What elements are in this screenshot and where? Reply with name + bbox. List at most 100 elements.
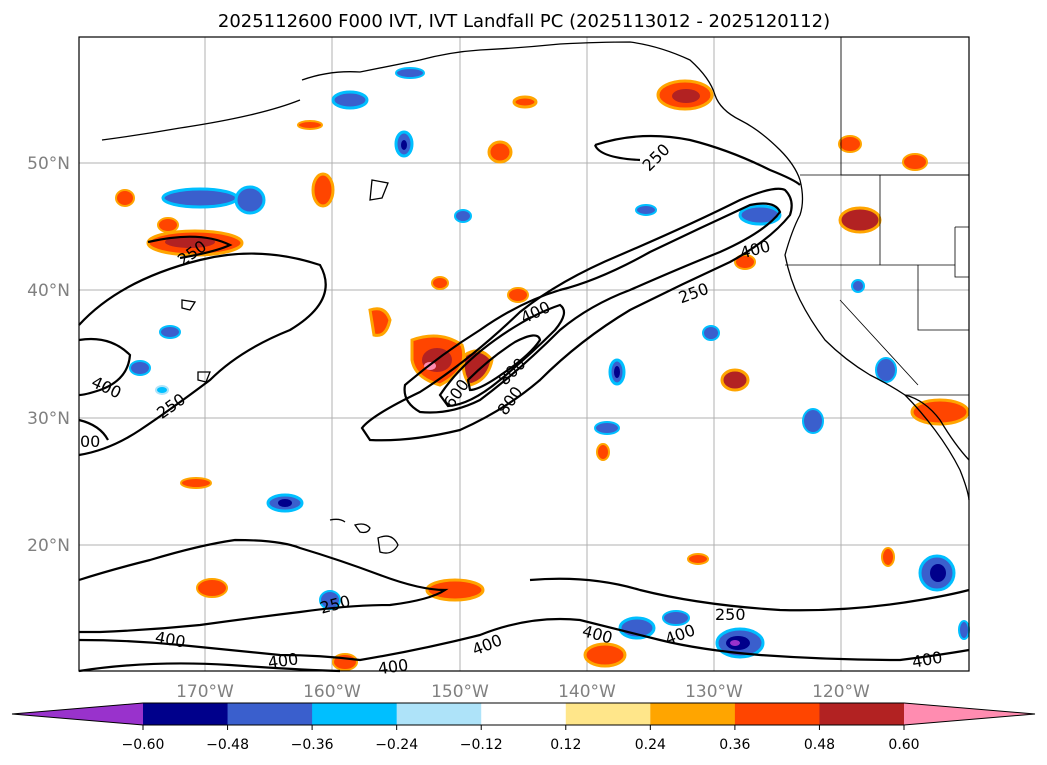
pc-blob-negative-core <box>930 564 946 582</box>
coastline-hawaii <box>353 523 371 534</box>
colorbar-tick-label: 0.60 <box>888 737 919 753</box>
colorbar-segment <box>565 703 651 725</box>
ivt-contour-400 <box>403 202 782 414</box>
colorbar-tick-label: 0.48 <box>804 737 835 753</box>
pc-blob-negative <box>851 279 865 293</box>
ivt-contour-400 <box>78 418 109 441</box>
island <box>369 179 389 201</box>
pc-shading <box>115 67 970 671</box>
colorbar-tick-label: 0.24 <box>635 737 666 753</box>
pc-blob-negative-core <box>401 140 407 150</box>
coastline-hawaii <box>377 535 399 554</box>
lat-label: 50°N <box>27 154 70 174</box>
border-wy <box>954 226 969 278</box>
colorbar-tick-label: −0.24 <box>375 737 418 753</box>
colorbar-segment <box>650 703 736 725</box>
pc-blob-negative <box>161 187 239 209</box>
ivt-contour-250 <box>594 134 801 186</box>
coastlines <box>101 41 970 554</box>
pc-blob-positive <box>881 547 895 567</box>
colorbar-ticks: −0.60 −0.48 −0.36 −0.24 −0.12 0.12 0.24 0.36 0.4… <box>122 725 920 753</box>
pc-blob-positive-core <box>165 236 215 248</box>
pc-blob-positive <box>734 254 756 270</box>
colorbar-tick-label: −0.36 <box>291 737 334 753</box>
border-nv-az <box>917 265 969 331</box>
ivt-contour-400 <box>78 337 132 397</box>
colorbar-segments <box>143 703 905 725</box>
pc-blob-positive <box>720 368 750 392</box>
ivt-contour-250 <box>360 187 793 442</box>
colorbar-segment <box>481 703 567 725</box>
pc-blob-negative-core <box>278 499 292 507</box>
pc-blob-negative <box>594 421 620 435</box>
pc-blob-positive <box>838 206 882 234</box>
colorbar-tick-label: −0.48 <box>206 737 249 753</box>
colorbar-segment <box>734 703 820 725</box>
pc-blob-positive <box>687 553 709 565</box>
pc-blob-negative <box>875 357 897 383</box>
contour-label: 400 <box>267 649 300 672</box>
lat-label: 30°N <box>27 409 70 429</box>
colorbar-tick-label: 0.36 <box>719 737 750 753</box>
contour-label: 400 <box>377 655 410 678</box>
graticule <box>79 37 969 671</box>
coastline-hawaii <box>329 518 346 523</box>
pc-blob-positive <box>368 307 392 337</box>
pc-blob-positive <box>196 578 228 598</box>
pc-blob-positive <box>157 217 179 233</box>
colorbar-segment <box>819 703 905 725</box>
colorbar-tick-label: −0.12 <box>460 737 503 753</box>
figure-title: 2025112600 F000 IVT, IVT Landfall PC (20… <box>218 11 830 32</box>
pc-blob-positive <box>512 95 538 109</box>
ivt-contour-250 <box>78 538 449 634</box>
pc-blob-positive <box>431 276 449 290</box>
pc-blob-negative <box>702 325 720 341</box>
pc-blob-positive <box>425 578 485 602</box>
pc-blob-negative-peak <box>730 640 740 646</box>
ivt-contour-600 <box>438 303 566 408</box>
colorbar-segment <box>143 703 229 725</box>
colorbar-tick-label: 0.12 <box>550 737 581 753</box>
ivt-contour-250 <box>147 235 233 260</box>
pc-blob-positive <box>115 189 135 207</box>
colorbar-extend-left <box>12 703 143 725</box>
pc-blob-negative <box>331 90 369 110</box>
lon-label: 160°W <box>303 682 361 702</box>
border-ca-nv <box>839 299 919 386</box>
coastline-baja <box>904 394 970 461</box>
pc-blob-positive <box>583 642 627 668</box>
ivt-contour-250 <box>78 252 327 457</box>
latitude-labels: 50°N 40°N 30°N 20°N <box>27 154 70 556</box>
ivt-contour-800 <box>466 334 542 392</box>
colorbar: −0.60 −0.48 −0.36 −0.24 −0.12 0.12 0.24 0.36 0.4… <box>11 702 1036 753</box>
pc-blob-negative <box>635 204 657 216</box>
pc-blob-negative-core <box>614 366 620 378</box>
colorbar-segment <box>312 703 398 725</box>
lat-label: 40°N <box>27 281 70 301</box>
colorbar-segment <box>396 703 482 725</box>
pc-blob-negative <box>234 185 266 215</box>
pc-blob-negative <box>395 67 425 79</box>
pc-blob-positive <box>297 120 323 130</box>
contour-label: 00 <box>80 432 100 451</box>
pc-blob-negative <box>159 325 181 339</box>
pc-blob-negative <box>958 620 970 640</box>
pc-blob-positive <box>180 477 212 489</box>
colorbar-tick-label: −0.60 <box>122 737 165 753</box>
pc-blob-positive <box>902 153 928 171</box>
pc-blob-positive <box>507 287 529 303</box>
lon-label: 150°W <box>431 682 489 702</box>
lon-label: 170°W <box>176 682 234 702</box>
pc-blob-negative <box>155 385 169 395</box>
map-frame <box>78 36 970 672</box>
pc-blob-negative <box>129 360 151 376</box>
pc-blob-negative <box>662 610 690 626</box>
coastline-alaska <box>301 41 801 181</box>
map-background <box>79 37 969 671</box>
pc-blob-positive <box>487 140 513 164</box>
coastline-aleutians <box>101 99 301 141</box>
pc-blob-negative <box>738 204 782 226</box>
ivt-contour-400 <box>78 662 341 673</box>
island <box>197 371 211 383</box>
